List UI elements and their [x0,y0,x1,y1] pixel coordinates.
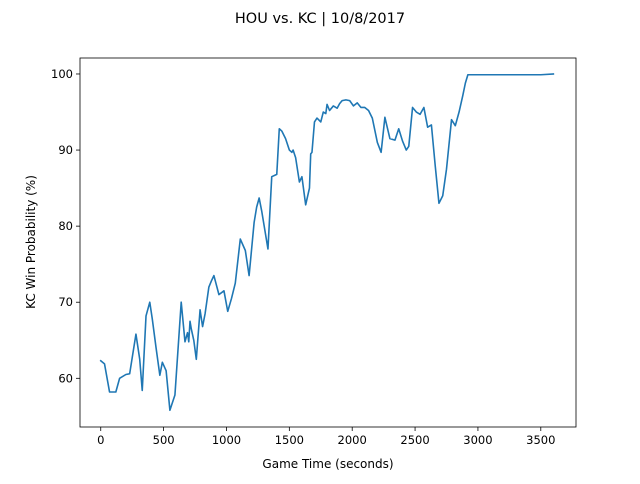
y-tick-label: 90 [58,143,73,157]
y-axis-ticks: 60 70 80 90 100 [51,67,80,385]
y-tick-label: 70 [58,295,73,309]
chart-title: HOU vs. KC | 10/8/2017 [235,11,405,27]
x-tick-label: 2000 [338,433,367,447]
y-axis-label: KC Win Probability (%) [24,175,38,309]
x-tick-label: 3000 [463,433,492,447]
x-tick-label: 500 [153,433,175,447]
x-tick-label: 2500 [400,433,429,447]
x-tick-label: 3500 [526,433,555,447]
x-tick-label: 1000 [212,433,241,447]
series-line-kc-win-probability [99,73,555,412]
x-axis-ticks: 0 500 1000 1500 2000 2500 3000 3500 [97,427,555,447]
y-tick-label: 100 [51,67,73,81]
x-tick-label: 0 [97,433,104,447]
plot-area [80,58,576,427]
x-axis-label: Game Time (seconds) [262,457,393,471]
y-tick-label: 60 [58,371,73,385]
axes-frame [79,57,577,428]
x-tick-label: 1500 [275,433,304,447]
axes-background [80,58,576,427]
y-tick-label: 80 [58,219,73,233]
